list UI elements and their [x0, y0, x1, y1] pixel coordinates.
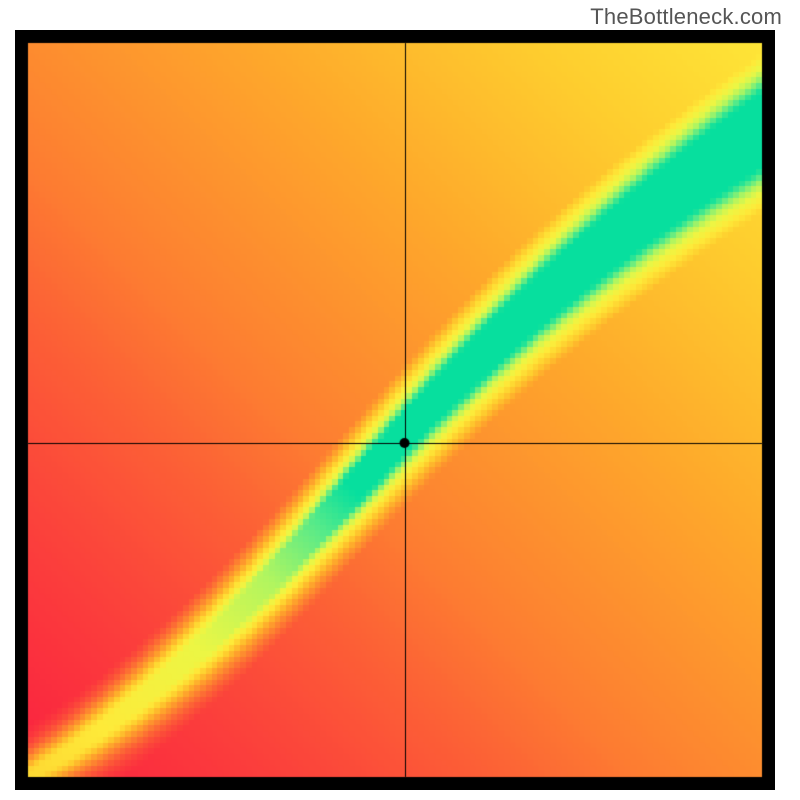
chart-container: TheBottleneck.com: [0, 0, 800, 800]
crosshair-overlay: [15, 30, 775, 790]
watermark-text: TheBottleneck.com: [590, 4, 782, 30]
